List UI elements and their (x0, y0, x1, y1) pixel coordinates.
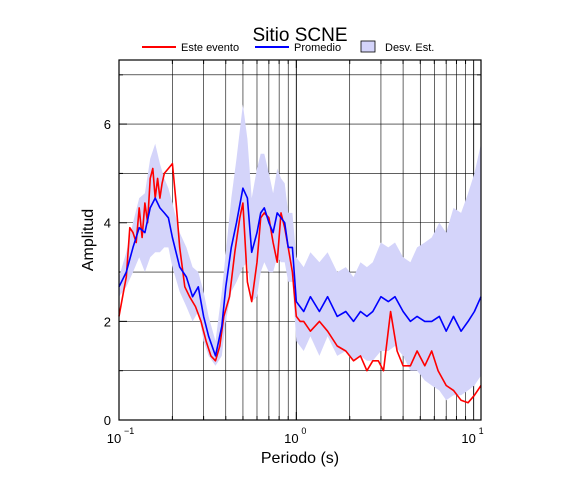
y-tick-label: 2 (104, 314, 111, 329)
y-tick-labels: 0 2 4 6 (104, 117, 111, 428)
legend: Este evento Promedio Desv. Est. (142, 40, 434, 54)
x-tick-labels: 10 −1 10 0 10 1 (107, 426, 484, 446)
legend-label-este-evento: Este evento (181, 42, 239, 54)
legend-swatch-desv-est (360, 40, 376, 53)
x-tick-label: 10 (284, 431, 298, 446)
este-evento-line (118, 162, 482, 404)
legend-label-promedio: Promedio (294, 42, 341, 54)
y-axis-title: Amplitud (80, 209, 97, 271)
x-axis-title: Periodo (s) (261, 450, 339, 467)
plot-frame (118, 59, 482, 421)
x-tick-label-exponent: 0 (301, 426, 306, 436)
x-tick-label-exponent: 1 (479, 426, 484, 436)
y-tick-label: 6 (104, 117, 111, 132)
promedio-line (118, 187, 482, 357)
std-dev-band (119, 104, 481, 401)
x-tick-label: 10 (461, 431, 475, 446)
x-tick-label-exponent: −1 (124, 426, 134, 436)
y-tick-label: 4 (104, 216, 111, 231)
y-tick-label: 0 (104, 413, 111, 428)
std-dev-band-layer (119, 104, 481, 401)
x-tick-label: 10 (107, 431, 121, 446)
series-line-layer (118, 162, 482, 404)
legend-label-desv-est: Desv. Est. (385, 42, 434, 54)
chart-title: Sitio SCNE (252, 25, 347, 46)
